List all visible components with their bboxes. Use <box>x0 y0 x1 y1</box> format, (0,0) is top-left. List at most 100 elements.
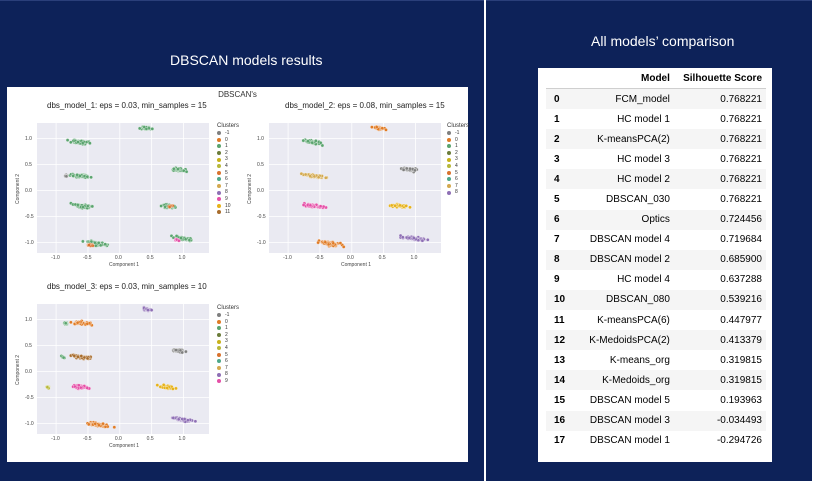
legend-entry: 4 <box>217 345 239 352</box>
scatter-point <box>389 203 394 208</box>
legend-entry: 0 <box>217 319 239 326</box>
silhouette-score-cell: 0.539216 <box>673 289 766 311</box>
silhouette-score-cell: 0.413379 <box>673 330 766 351</box>
silhouette-score-cell: 0.768221 <box>673 129 766 150</box>
legend-label: 2 <box>225 331 228 338</box>
scatter-point <box>310 140 314 145</box>
legend-marker-icon <box>217 157 221 162</box>
scatter-point <box>412 236 416 240</box>
scatter-point <box>405 166 409 171</box>
scatter-point <box>370 125 374 129</box>
models-comparison-heading: All models’ comparison <box>591 33 735 49</box>
table-row: 7 DBSCAN model 4 0.719684 <box>546 230 766 250</box>
silhouette-score-cell: -0.034493 <box>673 410 766 431</box>
legend-entry: 4 <box>447 163 469 170</box>
legend-label: -1 <box>225 312 230 318</box>
y-tick-label: -1.0 <box>257 239 266 246</box>
scatter-point <box>299 171 304 176</box>
scatter-point <box>384 128 388 132</box>
legend-marker-icon <box>217 177 221 182</box>
scatter-point <box>73 384 77 389</box>
legend-marker-icon <box>217 333 221 338</box>
scatter-point <box>89 239 94 244</box>
scatter-point <box>77 383 81 388</box>
row-index: 5 <box>554 194 560 206</box>
scatter-point <box>380 126 385 130</box>
table-row: 14 K-Medoids_org 0.319815 <box>546 370 766 391</box>
legend-marker-icon <box>217 339 221 344</box>
scatter-point <box>98 243 103 248</box>
scatter-point <box>103 242 107 246</box>
scatter-point <box>103 425 108 429</box>
scatter-point <box>81 205 85 209</box>
x-axis-label: Component 1 <box>109 443 140 449</box>
scatter-point <box>81 239 85 244</box>
row-index: 10 <box>546 289 580 311</box>
cluster-legend-3: Clusters -1 0 1 2 3 4 5 6 7 8 9 <box>217 305 239 385</box>
scatter-point <box>182 417 187 421</box>
row-index: 7 <box>554 234 560 246</box>
scatter-point <box>94 243 98 248</box>
scatter-plot-3 <box>37 304 209 434</box>
scatter-point <box>87 422 91 427</box>
legend-marker-icon <box>217 313 221 318</box>
model-name-cell: K-MedoidsPCA(2) <box>580 330 674 351</box>
scatter-point <box>318 141 323 145</box>
table-row: 0 FCM_model 0.768221 <box>546 88 766 110</box>
cluster-legend-1: Clusters -1 0 1 2 3 4 5 6 7 8 9 10 11 <box>217 123 239 216</box>
scatter-point <box>172 167 176 171</box>
row-index: 4 <box>546 169 580 190</box>
scatter-point <box>146 308 150 312</box>
y-axis-label: Component 2 <box>247 173 253 204</box>
y-tick-label: -0.5 <box>25 213 34 220</box>
legend-label: -1 <box>455 130 460 136</box>
subplot-title-3: dbs_model_3: eps = 0.03, min_samples = 1… <box>47 282 207 291</box>
legend-entry: 10 <box>217 203 239 210</box>
scatter-point <box>184 349 188 354</box>
x-tick-label: 0.0 <box>346 255 354 261</box>
legend-label: 4 <box>455 162 458 169</box>
scatter-point <box>301 203 306 207</box>
scatter-point <box>75 173 79 177</box>
scatter-point <box>398 203 402 208</box>
legend-entry: 5 <box>217 352 239 359</box>
scatter-point <box>96 241 101 245</box>
scatter-point <box>163 205 167 209</box>
legend-entry: 8 <box>217 371 239 378</box>
x-tick-label: -1.0 <box>283 255 292 261</box>
scatter-point <box>82 355 87 360</box>
scatter-svg-1 <box>37 123 209 253</box>
table-body: 0 FCM_model 0.768221 1 HC model 1 0.768221 2 K-… <box>546 88 766 451</box>
y-tick-label: -0.5 <box>25 394 34 401</box>
scatter-point <box>64 174 69 179</box>
y-tick-label: 0.0 <box>25 368 32 375</box>
legend-label: -1 <box>225 130 230 136</box>
scatter-point <box>320 143 325 148</box>
scatter-point <box>69 320 73 325</box>
legend-label: 8 <box>455 189 458 196</box>
legend-marker-icon <box>217 366 221 371</box>
legend-entry: 5 <box>217 170 239 177</box>
legend-label: 8 <box>225 371 228 378</box>
scatter-point <box>72 354 77 358</box>
legend-entry: -1 <box>217 130 239 137</box>
row-index: 1 <box>554 113 560 125</box>
scatter-point <box>314 139 318 143</box>
legend-label: 11 <box>225 209 231 216</box>
silhouette-score-cell: 0.319815 <box>673 370 766 391</box>
silhouette-score-cell: 0.447977 <box>720 314 762 326</box>
legend-entry: 2 <box>217 332 239 339</box>
model-name-cell: DBSCAN_030 <box>605 194 670 206</box>
legend-marker-icon <box>217 352 221 357</box>
scatter-svg-3 <box>37 304 209 434</box>
legend-label: 1 <box>455 143 458 150</box>
legend-label: 0 <box>455 136 458 143</box>
legend-label: 3 <box>225 156 228 163</box>
scatter-point <box>408 205 412 210</box>
scatter-point <box>61 355 66 360</box>
top-border <box>0 0 815 1</box>
row-index: 8 <box>546 249 580 270</box>
cluster-legend-2: Clusters -1 0 1 2 3 4 5 6 7 8 <box>447 123 469 196</box>
model-header: Model <box>580 68 674 89</box>
legend-entry: 3 <box>217 156 239 163</box>
